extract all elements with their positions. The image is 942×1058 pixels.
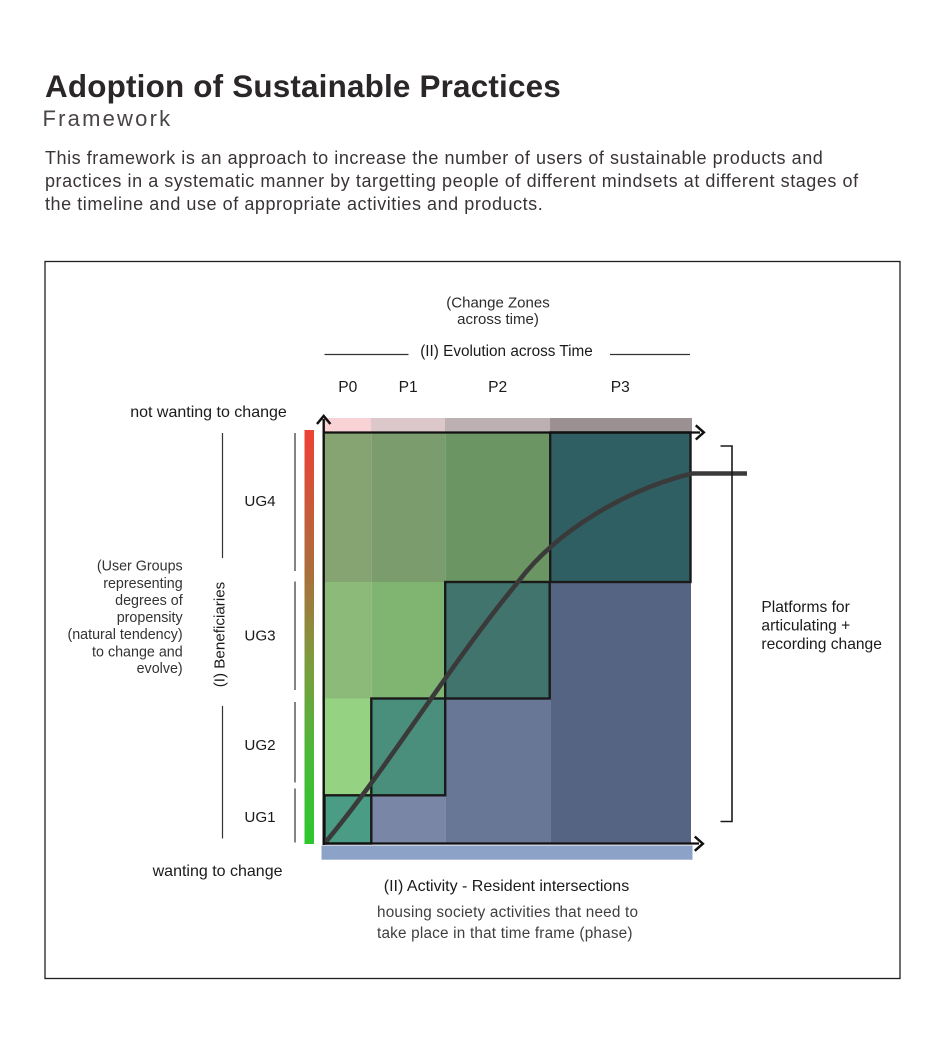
svg-text:(User Groups: (User Groups <box>97 559 183 575</box>
svg-text:housing society activities tha: housing society activities that need to <box>377 904 638 921</box>
svg-text:UG3: UG3 <box>244 627 275 644</box>
svg-text:evolve): evolve) <box>137 661 183 677</box>
svg-text:(I) Beneficiaries: (I) Beneficiaries <box>212 581 229 687</box>
svg-text:UG2: UG2 <box>244 737 275 754</box>
svg-text:Platforms for: Platforms for <box>761 599 849 616</box>
svg-text:articulating +: articulating + <box>761 618 850 635</box>
svg-text:across time): across time) <box>457 311 539 328</box>
svg-text:P0: P0 <box>338 379 357 396</box>
svg-text:recording change: recording change <box>761 636 882 653</box>
svg-text:to change and: to change and <box>92 644 183 660</box>
svg-text:(Change Zones: (Change Zones <box>446 295 549 312</box>
svg-text:representing: representing <box>103 576 183 592</box>
svg-text:(II) Evolution across Time: (II) Evolution across Time <box>420 343 593 360</box>
svg-text:take place in that time frame: take place in that time frame (phase) <box>377 925 633 942</box>
svg-text:not wanting to change: not wanting to change <box>130 404 287 421</box>
svg-text:P1: P1 <box>399 379 418 396</box>
svg-text:(natural tendency): (natural tendency) <box>67 627 182 643</box>
svg-text:wanting to change: wanting to change <box>152 863 283 880</box>
svg-text:P2: P2 <box>488 379 507 396</box>
svg-text:P3: P3 <box>611 379 630 396</box>
svg-text:(II) Activity - Resident inter: (II) Activity - Resident intersections <box>384 878 629 895</box>
svg-text:UG1: UG1 <box>244 809 275 826</box>
svg-text:UG4: UG4 <box>244 493 275 510</box>
svg-text:degrees of: degrees of <box>115 593 183 609</box>
svg-text:propensity: propensity <box>117 610 184 626</box>
